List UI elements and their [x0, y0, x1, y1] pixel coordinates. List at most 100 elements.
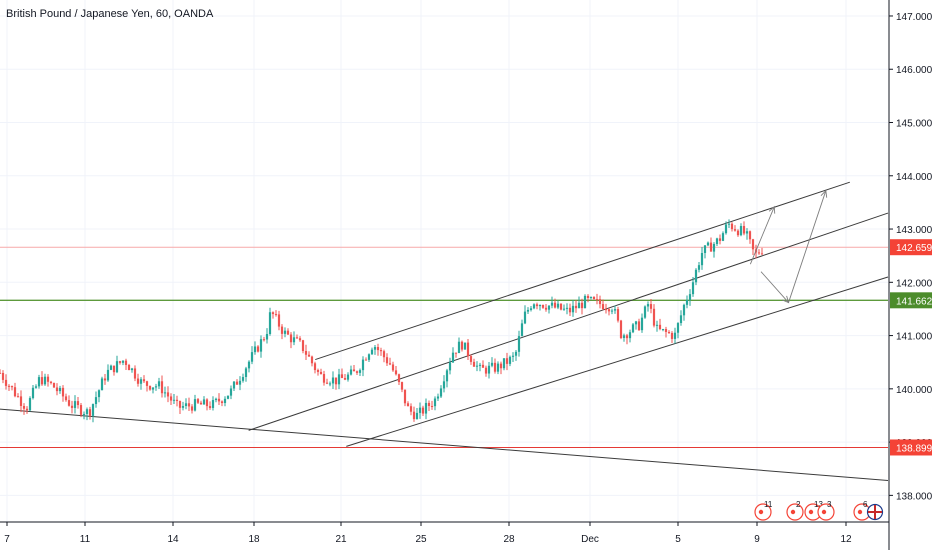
candle-body [76, 401, 80, 406]
candle-body [571, 305, 575, 313]
candle-body [79, 405, 83, 415]
candle-body [280, 326, 284, 334]
price-axis-label: 143.000 [896, 225, 932, 236]
candle-body [130, 368, 134, 371]
candle-body [502, 358, 506, 369]
price-level-tag[interactable] [890, 239, 932, 256]
candle-body [271, 312, 275, 315]
candle-body [517, 336, 521, 352]
candle-body [376, 347, 380, 351]
candle-body [19, 396, 23, 406]
candle-body [85, 409, 89, 414]
candle-body [172, 399, 176, 401]
candle-body [607, 309, 611, 312]
candle-body [334, 377, 338, 385]
candle-body [25, 408, 29, 411]
candle-body [316, 370, 320, 372]
candle-body [760, 253, 764, 255]
candle-body [364, 359, 368, 361]
candle-body [592, 297, 596, 300]
candle-body [277, 314, 281, 327]
candle-body [631, 324, 635, 333]
candle-body [1, 372, 5, 380]
candle-body [154, 386, 158, 388]
candle-body [430, 406, 434, 408]
candle-body [0, 372, 2, 374]
candle-body [37, 377, 41, 387]
event-dot-icon [790, 509, 796, 515]
candle-body [442, 381, 446, 389]
candle-body [583, 295, 587, 309]
candle-body [355, 371, 359, 373]
candle-body [55, 387, 59, 392]
axis-corner [890, 523, 932, 550]
candle-body [232, 381, 236, 389]
candle-body [109, 365, 113, 370]
candle-body [106, 369, 110, 381]
candle-body [514, 351, 518, 356]
candle-body [196, 399, 200, 403]
candle-body [577, 302, 581, 309]
candle-body [706, 242, 710, 246]
projection-arrow[interactable] [760, 271, 789, 303]
candle-body [676, 323, 680, 333]
candle-body [526, 309, 530, 312]
candle-body [61, 387, 65, 397]
candle-body [664, 329, 668, 332]
candle-body [151, 387, 155, 390]
candle-body [394, 370, 398, 375]
trend-line[interactable] [248, 212, 889, 431]
price-level-tag[interactable] [890, 292, 932, 309]
candle-body [436, 396, 440, 399]
candle-body [67, 400, 71, 406]
candle-body [40, 377, 44, 385]
candle-body [496, 363, 500, 372]
price-axis-label: 144.000 [896, 172, 932, 183]
projection-arrow[interactable] [749, 206, 775, 265]
candle-body [652, 308, 656, 326]
candle-body [679, 315, 683, 324]
time-axis-label: 11 [80, 534, 91, 545]
trend-line[interactable] [346, 276, 889, 447]
candle-body [634, 321, 638, 325]
candle-body [451, 352, 455, 363]
candle-body [658, 324, 662, 330]
event-badge-count: 3 [827, 500, 832, 509]
candle-body [559, 303, 563, 310]
candle-body [193, 399, 197, 411]
candle-body [469, 356, 473, 362]
candle-body [166, 392, 170, 397]
candle-body [121, 360, 125, 363]
projection-arrow[interactable] [788, 190, 827, 303]
trend-line[interactable] [0, 408, 889, 481]
candle-body [622, 335, 626, 339]
candle-body [598, 299, 602, 305]
candle-body [91, 404, 95, 416]
candle-body [283, 330, 287, 334]
candle-body [730, 223, 734, 230]
candle-body [757, 252, 761, 254]
candle-body [292, 337, 296, 343]
price-level-tag[interactable] [890, 439, 932, 456]
candle-body [673, 332, 677, 339]
event-dot-icon [857, 509, 863, 515]
candle-body [544, 307, 548, 310]
candle-body [685, 299, 689, 305]
trend-line[interactable] [315, 181, 850, 361]
candle-body [163, 392, 167, 394]
candle-body [157, 381, 161, 387]
time-axis-label: Dec [581, 534, 599, 545]
candle-body [298, 338, 302, 341]
candle-body [208, 406, 212, 408]
candle-body [346, 374, 350, 380]
candle-body [691, 282, 695, 295]
time-axis-label: 21 [335, 534, 347, 545]
candle-body [124, 360, 128, 365]
candle-body [481, 364, 485, 368]
candle-body [370, 349, 374, 355]
candle-body [595, 299, 599, 301]
candle-body [529, 308, 533, 310]
candle-body [379, 350, 383, 352]
